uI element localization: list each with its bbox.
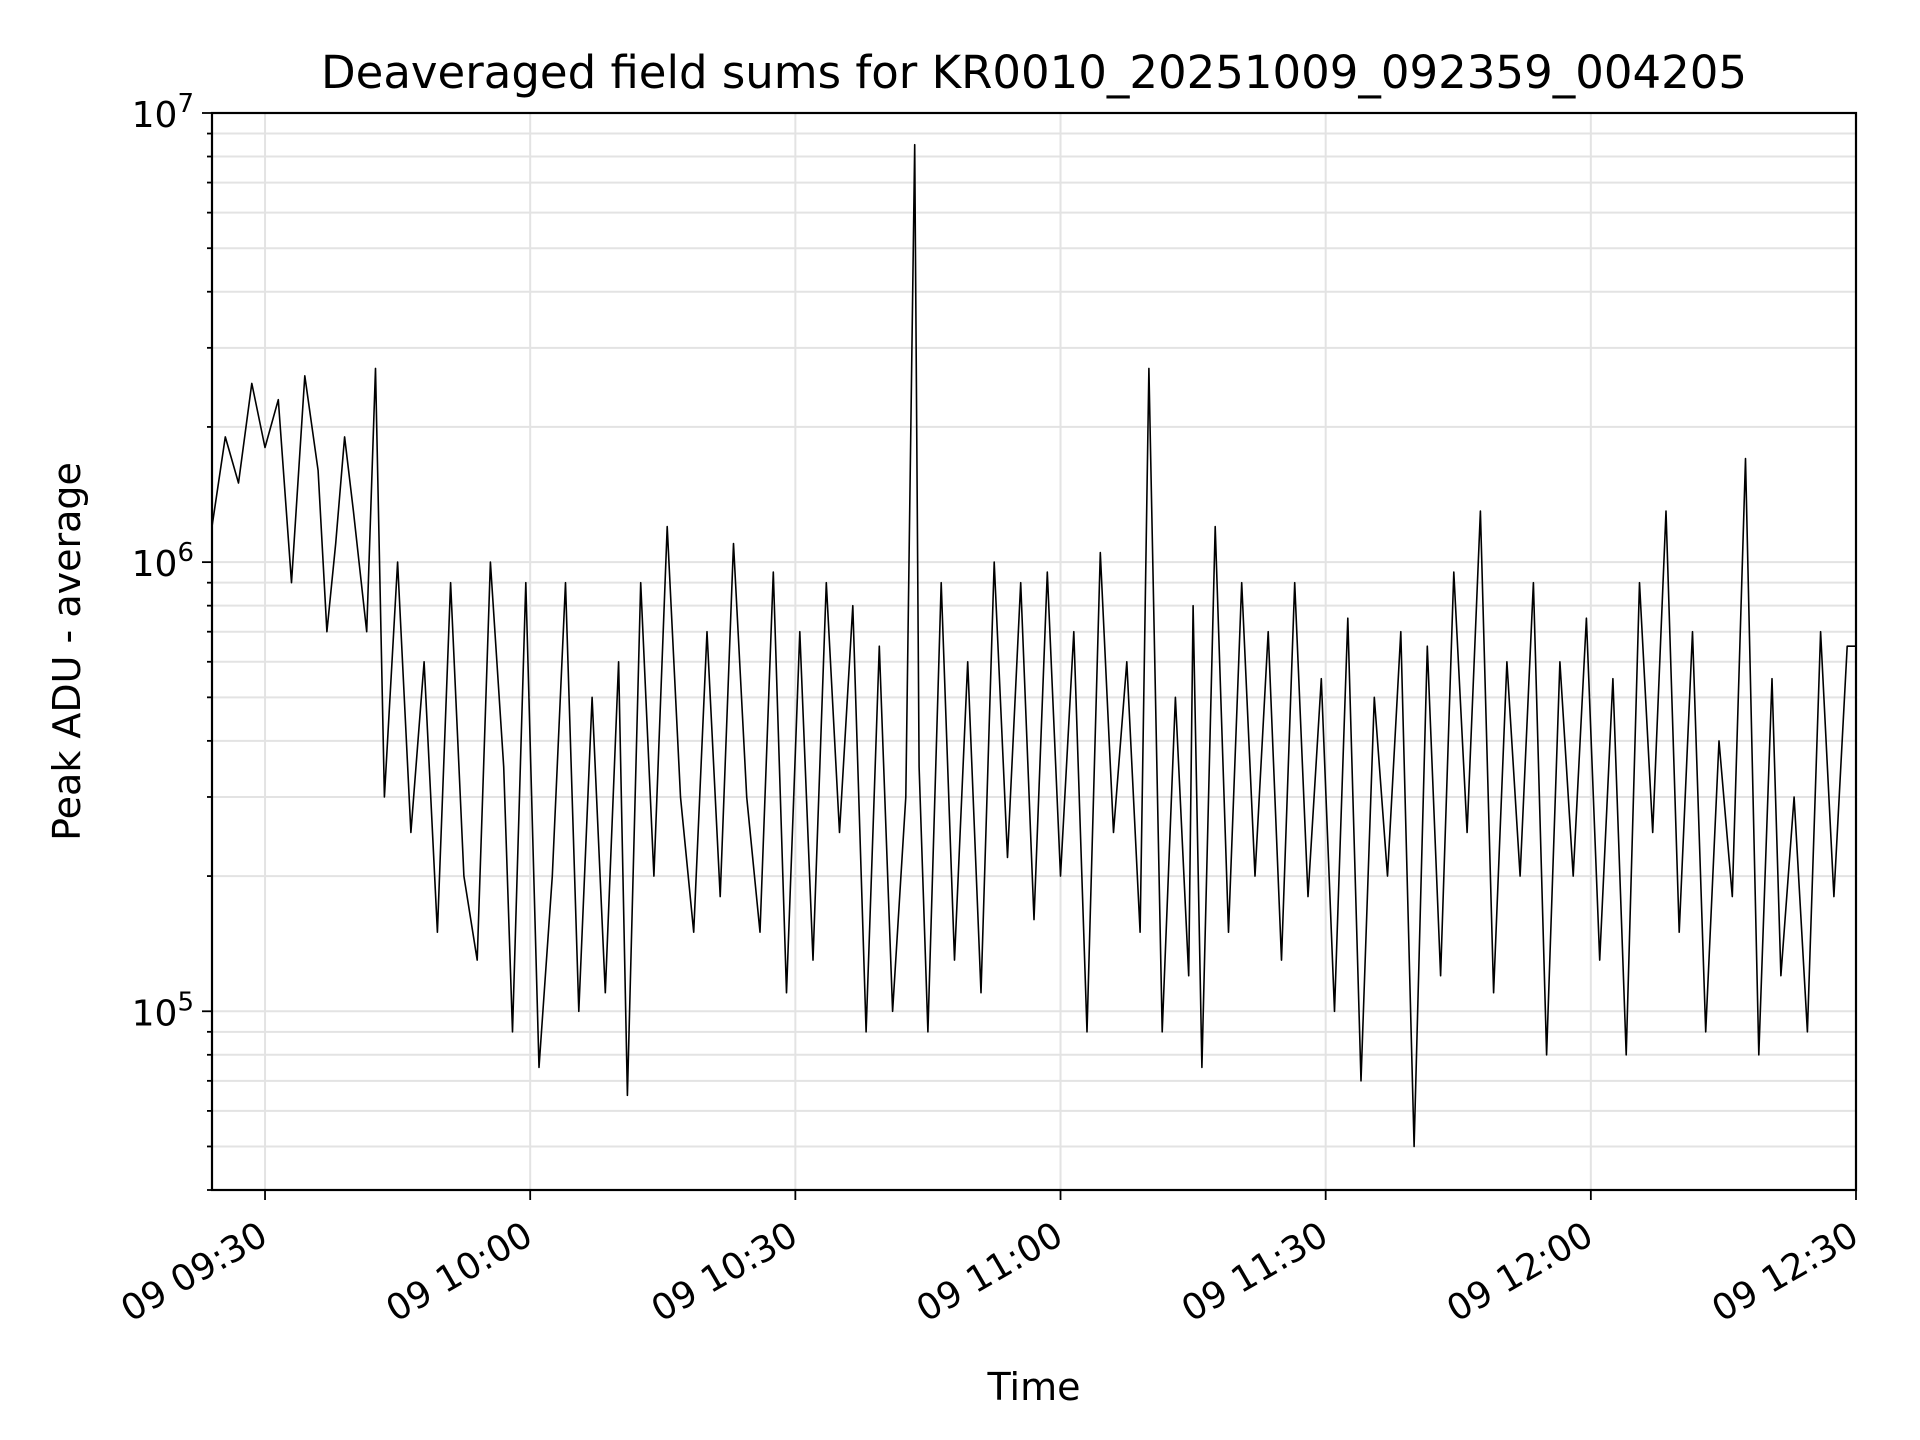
x-axis-label: Time (987, 1365, 1081, 1409)
plot-frame (210, 111, 1858, 1192)
y-tick-label: 105 (132, 987, 194, 1034)
y-axis-label: Peak ADU - average (45, 462, 89, 841)
series-line (212, 143, 1856, 1148)
chart-title: Deaveraged field sums for KR0010_2025100… (321, 46, 1747, 99)
y-tick-label: 107 (132, 89, 194, 136)
y-tick-label: 106 (132, 538, 194, 585)
series-layer (212, 143, 1856, 1148)
